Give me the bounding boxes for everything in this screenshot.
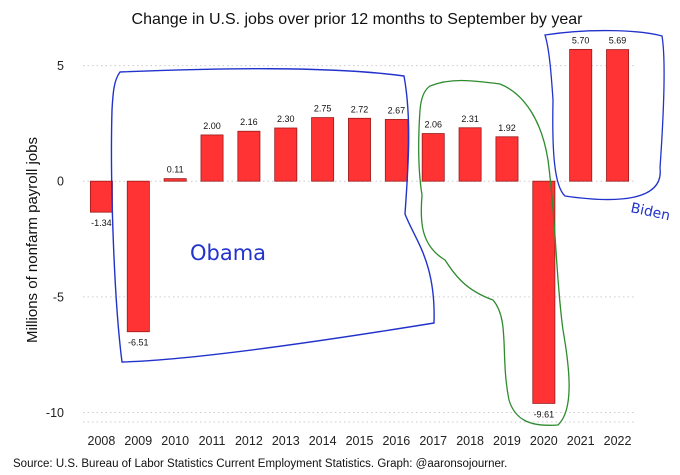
x-tick-label-2009: 2009 bbox=[124, 434, 152, 448]
x-tick-label-2018: 2018 bbox=[456, 434, 484, 448]
bar-2011 bbox=[200, 134, 224, 182]
data-label-2021: 5.70 bbox=[572, 35, 590, 45]
data-label-2014: 2.75 bbox=[314, 104, 332, 114]
chart-title: Change in U.S. jobs over prior 12 months… bbox=[132, 11, 584, 28]
bar-2020 bbox=[532, 180, 556, 404]
bar-2021 bbox=[569, 48, 593, 182]
data-label-2008: -1.34 bbox=[91, 218, 112, 228]
y-tick-label: -5 bbox=[53, 290, 64, 304]
bar-2017 bbox=[421, 133, 445, 182]
x-tick-label-2013: 2013 bbox=[272, 434, 300, 448]
data-label-2011: 2.00 bbox=[203, 121, 221, 131]
data-label-2010: 0.11 bbox=[167, 165, 184, 175]
x-tick-label-2015: 2015 bbox=[346, 434, 374, 448]
data-label-2020: -9.61 bbox=[534, 409, 555, 419]
bar-2010 bbox=[163, 178, 187, 182]
data-label-2009: -6.51 bbox=[128, 338, 149, 348]
bar-2013 bbox=[274, 127, 298, 182]
bar-2009 bbox=[126, 180, 150, 333]
data-label-2012: 2.16 bbox=[240, 117, 258, 127]
x-tick-label-2021: 2021 bbox=[567, 434, 595, 448]
y-axis-label: Millions of nonfarm payroll jobs bbox=[24, 137, 41, 343]
data-label-2015: 2.72 bbox=[351, 104, 369, 114]
x-axis-ticks: 2008 2009 2010 2011 2012 2013 2014 2015 2016 2017… bbox=[88, 434, 632, 448]
x-tick-label-2017: 2017 bbox=[419, 434, 447, 448]
bar-2015 bbox=[348, 117, 371, 182]
x-tick-label-2019: 2019 bbox=[493, 434, 521, 448]
bar-2014 bbox=[311, 117, 335, 182]
bar-2012 bbox=[237, 130, 261, 182]
x-tick-label-2020: 2020 bbox=[530, 434, 558, 448]
data-labels: -1.34 -6.51 0.11 2.00 2.16 2.30 2.75 2.72 2.67 2.… bbox=[91, 35, 626, 419]
data-label-2017: 2.06 bbox=[424, 120, 442, 130]
x-tick-label-2008: 2008 bbox=[88, 434, 116, 448]
x-tick-label-2016: 2016 bbox=[382, 434, 410, 448]
x-tick-label-2010: 2010 bbox=[161, 434, 189, 448]
bar-2008 bbox=[89, 180, 113, 213]
data-label-2016: 2.67 bbox=[388, 105, 406, 115]
data-label-2018: 2.31 bbox=[461, 114, 479, 124]
obama-annotation-loop bbox=[110, 68, 435, 363]
biden-annotation: Biden bbox=[629, 200, 671, 224]
x-tick-label-2022: 2022 bbox=[604, 434, 632, 448]
bar-2022 bbox=[606, 49, 630, 182]
trump-annotation-loop bbox=[418, 79, 570, 426]
data-label-2022: 5.69 bbox=[609, 36, 627, 46]
bars bbox=[89, 48, 630, 404]
source-note: Source: U.S. Bureau of Labor Statistics … bbox=[13, 458, 507, 470]
y-tick-label: 5 bbox=[57, 59, 64, 73]
data-label-2013: 2.30 bbox=[277, 114, 295, 124]
x-tick-label-2011: 2011 bbox=[199, 434, 226, 448]
y-tick-label: 0 bbox=[57, 175, 64, 189]
x-tick-label-2014: 2014 bbox=[309, 434, 337, 448]
biden-annotation-loop bbox=[544, 29, 665, 201]
y-axis-ticks: 5 0 -5 -10 bbox=[46, 59, 64, 420]
data-label-2019: 1.92 bbox=[498, 123, 516, 133]
obama-annotation: Obama bbox=[190, 241, 266, 265]
x-tick-label-2012: 2012 bbox=[235, 434, 263, 448]
bar-2019 bbox=[495, 136, 519, 182]
y-tick-label: -10 bbox=[46, 406, 64, 420]
bar-2018 bbox=[458, 127, 482, 182]
bar-2016 bbox=[384, 119, 408, 182]
